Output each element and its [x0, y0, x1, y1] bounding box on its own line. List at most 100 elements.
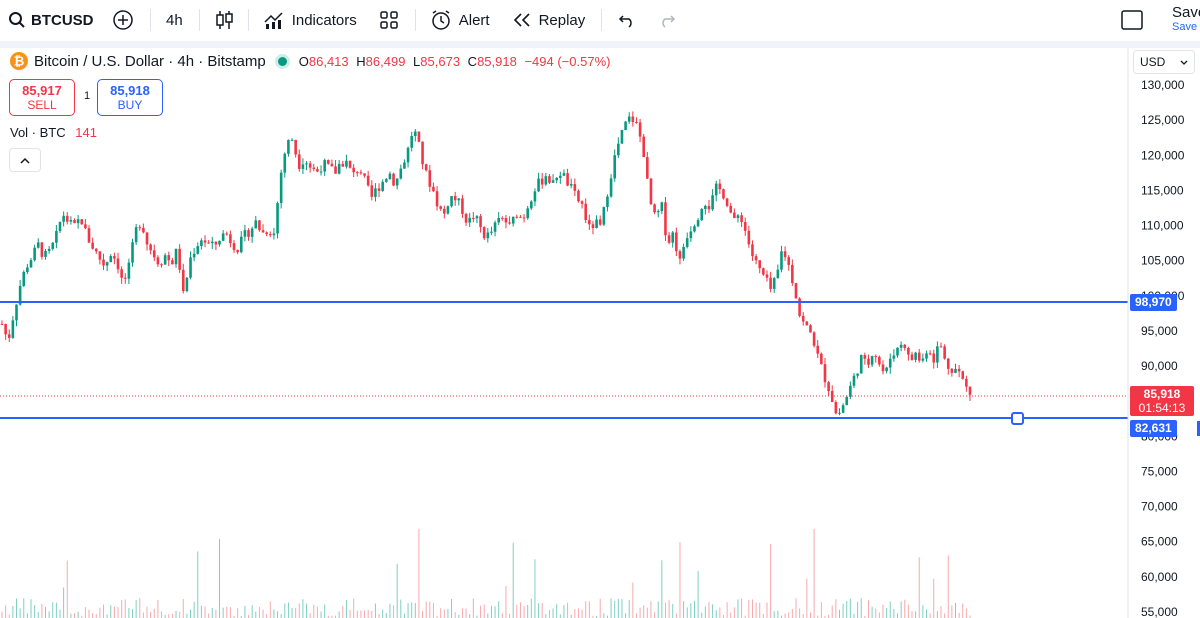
volume-bar [458, 614, 460, 618]
candle-body [707, 205, 711, 210]
redo-icon [658, 12, 676, 28]
volume-bar [512, 542, 514, 618]
order-quantity[interactable]: 1 [84, 90, 91, 102]
candle-body [120, 269, 123, 278]
volume-bar [664, 602, 666, 618]
candle-body [330, 163, 334, 167]
volume-value: 141 [75, 125, 97, 140]
volume-bar [248, 614, 250, 618]
candle-body [221, 233, 225, 241]
volume-bar [871, 606, 873, 618]
candle-body [595, 219, 598, 229]
sell-button[interactable]: 85,917 SELL [9, 79, 75, 116]
candle-body [932, 353, 936, 363]
volume-bar [523, 606, 525, 618]
volume-bar [799, 608, 801, 618]
volume-bar [237, 608, 239, 618]
candle-body [957, 368, 961, 372]
candle-body [131, 242, 134, 263]
candle-body [392, 173, 395, 186]
volume-bar [925, 609, 927, 618]
volume-bar [327, 615, 329, 618]
volume-bar [95, 614, 97, 618]
price-tag-upper-line[interactable]: 98,970 [1130, 294, 1177, 311]
replay-button[interactable]: Replay [512, 0, 585, 40]
volume-bar [153, 608, 155, 618]
volume-bar [958, 612, 960, 618]
candle-body [363, 173, 366, 176]
candle-body [352, 167, 355, 173]
volume-bar [16, 598, 18, 618]
symbol-search[interactable]: BTCUSD [8, 0, 104, 40]
fullscreen-button[interactable] [1121, 0, 1143, 40]
volume-bar [59, 609, 61, 618]
candle-body [675, 232, 678, 252]
open-value: 86,413 [308, 53, 349, 69]
divider [198, 9, 200, 31]
volume-bar [838, 609, 840, 618]
volume-bar [944, 613, 946, 618]
volume-bar [168, 614, 170, 618]
volume-bar [849, 598, 851, 618]
candle-body [272, 233, 276, 236]
volume-bar [251, 605, 253, 618]
candle-body [965, 378, 968, 387]
volume-bar [726, 602, 728, 618]
candle-body [290, 139, 294, 141]
buy-button[interactable]: 85,918 BUY [97, 79, 163, 116]
volume-bar [255, 611, 257, 618]
volume-bar [157, 599, 159, 618]
volume-bar [962, 603, 964, 618]
candle-body [805, 321, 809, 326]
volume-bar [429, 601, 431, 618]
compare-button[interactable] [112, 0, 134, 40]
candle-body [145, 232, 149, 245]
price-chart[interactable]: 130,000 125,000 120,000 115,000 110,000 105,0… [0, 48, 1200, 618]
interval-button[interactable]: 4h [166, 0, 183, 40]
collapse-legend-button[interactable] [9, 148, 41, 172]
volume-bar [795, 598, 797, 618]
volume-bar [498, 601, 500, 618]
currency-select[interactable]: USD [1133, 50, 1195, 74]
indicators-button[interactable]: Indicators [263, 0, 357, 40]
redo-button[interactable] [658, 0, 676, 40]
alarm-clock-icon [430, 9, 452, 31]
volume-bar [911, 611, 913, 618]
save-button[interactable]: Save Save [1172, 6, 1200, 34]
candle-body [519, 216, 522, 218]
candle-body [867, 358, 870, 365]
candle-body [613, 155, 617, 179]
candle-body [693, 226, 696, 232]
sell-price: 85,917 [22, 83, 62, 98]
candle-body [896, 347, 899, 356]
volume-bar [295, 608, 297, 618]
volume-bar [266, 613, 268, 618]
candle-body [214, 241, 218, 245]
candle-body [163, 255, 167, 265]
candle-body [624, 121, 627, 131]
undo-button[interactable] [618, 0, 636, 40]
candle-body [577, 190, 580, 202]
candle-body [167, 255, 171, 261]
volume-bars [1, 528, 971, 618]
line-handle[interactable] [1011, 412, 1024, 425]
volume-bar [548, 610, 550, 618]
volume-bar [567, 602, 569, 618]
volume-bar [929, 613, 931, 618]
volume-bar [182, 598, 184, 618]
candle-body [555, 177, 558, 181]
volume-bar [258, 607, 260, 618]
toolbar-separator [0, 41, 1200, 48]
volume-bar [77, 611, 79, 618]
volume-bar [374, 603, 376, 618]
alert-button[interactable]: Alert [430, 0, 490, 40]
volume-bar [52, 602, 54, 618]
candle-body [428, 170, 432, 187]
layouts-button[interactable] [379, 0, 399, 40]
candle-body [544, 176, 548, 185]
candle-body [711, 195, 714, 210]
price-axis[interactable]: 130,000 125,000 120,000 115,000 110,000 105,0… [1141, 78, 1185, 618]
candle-body [44, 250, 47, 257]
chart-type-button[interactable] [214, 0, 234, 40]
price-tag-lower-line[interactable]: 82,631 [1130, 420, 1177, 437]
